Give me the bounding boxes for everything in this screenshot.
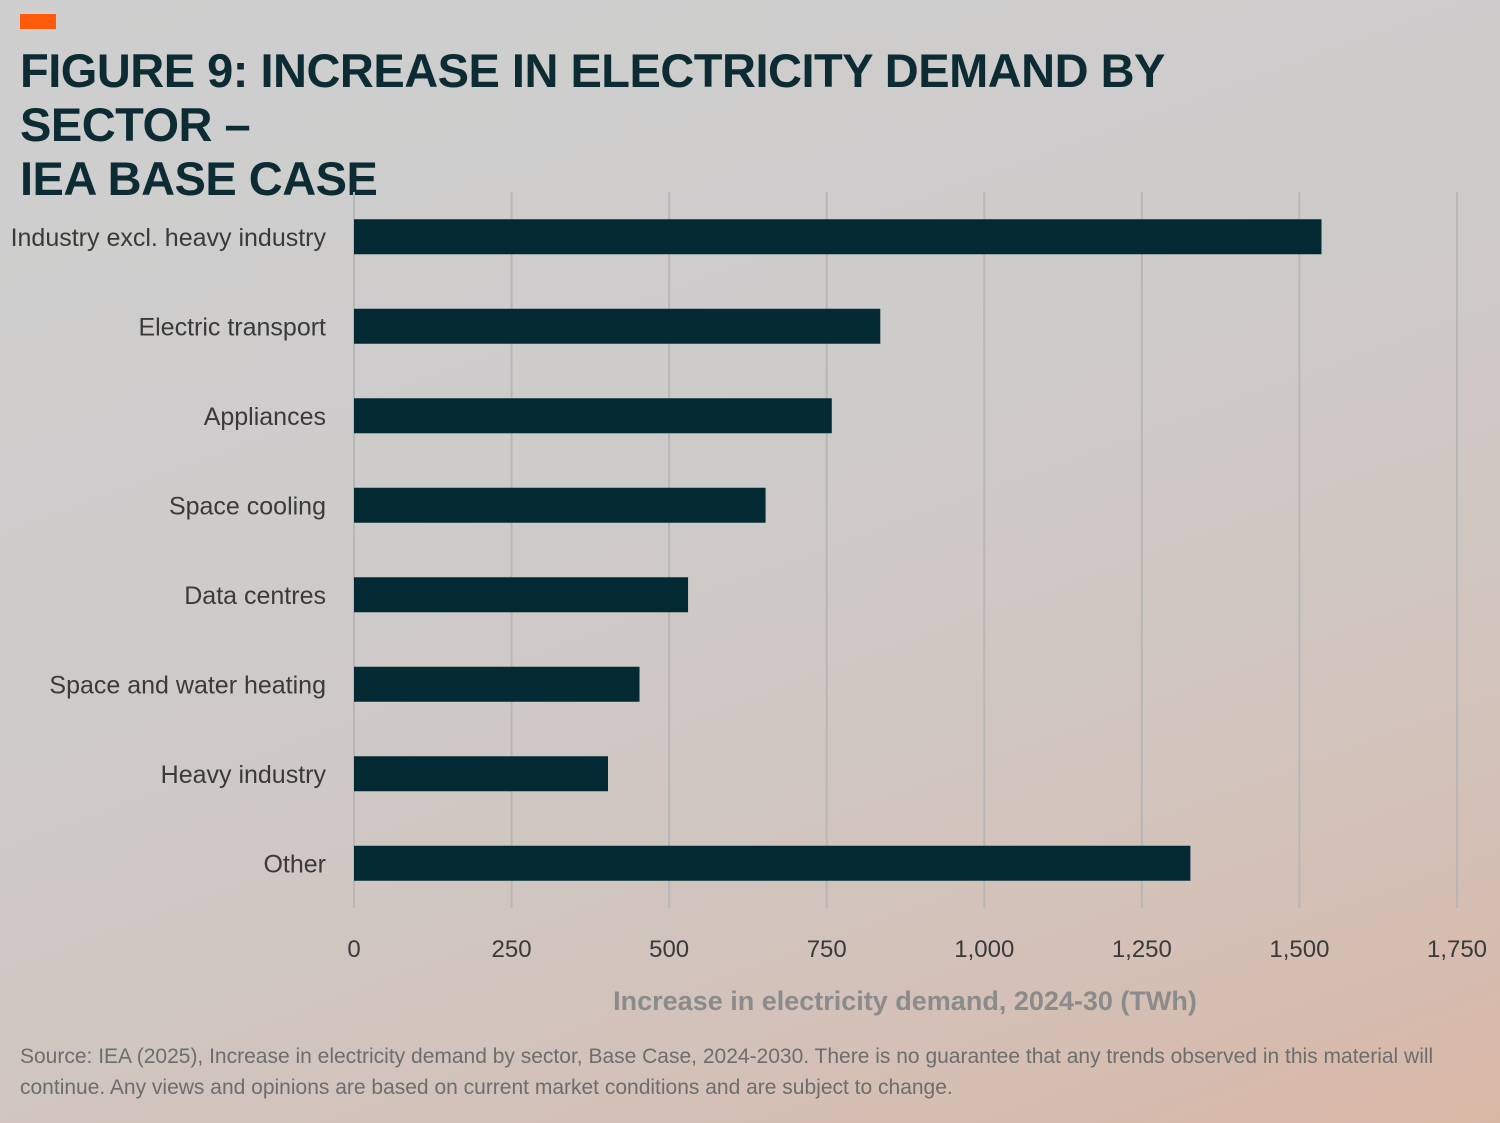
gridlines	[353, 192, 1458, 908]
source-note: Source: IEA (2025), Increase in electric…	[20, 1041, 1480, 1103]
category-label: Industry excl. heavy industry	[11, 224, 327, 252]
category-label: Appliances	[204, 403, 326, 431]
category-label: Space and water heating	[49, 671, 326, 699]
chart-title-line-2: IEA BASE CASE	[20, 152, 378, 205]
chart-title: FIGURE 9: INCREASE IN ELECTRICITY DEMAND…	[20, 44, 1320, 206]
category-label: Space cooling	[169, 492, 326, 520]
bar-chart: Industry excl. heavy industry Electric tr…	[11, 192, 1487, 1016]
bar	[354, 666, 640, 702]
category-labels: Industry excl. heavy industry Electric tr…	[11, 224, 327, 879]
source-note-line-1: Source: IEA (2025), Increase in electric…	[20, 1045, 1434, 1068]
bar	[354, 845, 1191, 881]
category-label: Data centres	[184, 582, 326, 610]
bar	[354, 487, 766, 523]
x-axis-label: Increase in electricity demand, 2024-30 …	[613, 986, 1197, 1016]
bar	[354, 219, 1322, 255]
category-label: Other	[263, 850, 326, 878]
x-tick-label: 750	[807, 936, 847, 963]
x-tick-label: 1,000	[954, 936, 1014, 963]
category-label: Heavy industry	[161, 761, 327, 789]
bar	[354, 577, 689, 613]
bar	[354, 308, 881, 344]
chart-title-line-1: FIGURE 9: INCREASE IN ELECTRICITY DEMAND…	[20, 44, 1165, 151]
bars	[354, 219, 1322, 881]
x-tick-label: 1,750	[1427, 936, 1487, 963]
x-tick-label: 500	[649, 936, 689, 963]
x-tick-label: 250	[492, 936, 532, 963]
bar	[354, 398, 832, 434]
x-tick-label: 1,500	[1269, 936, 1329, 963]
source-note-line-2: continue. Any views and opinions are bas…	[20, 1076, 953, 1099]
x-tick-labels: 0 250 500 750 1,000 1,250 1,500 1,750	[347, 936, 1487, 963]
x-tick-label: 0	[347, 936, 360, 963]
bar	[354, 756, 609, 792]
category-label: Electric transport	[138, 313, 326, 341]
x-tick-label: 1,250	[1112, 936, 1172, 963]
accent-bar	[20, 14, 56, 29]
